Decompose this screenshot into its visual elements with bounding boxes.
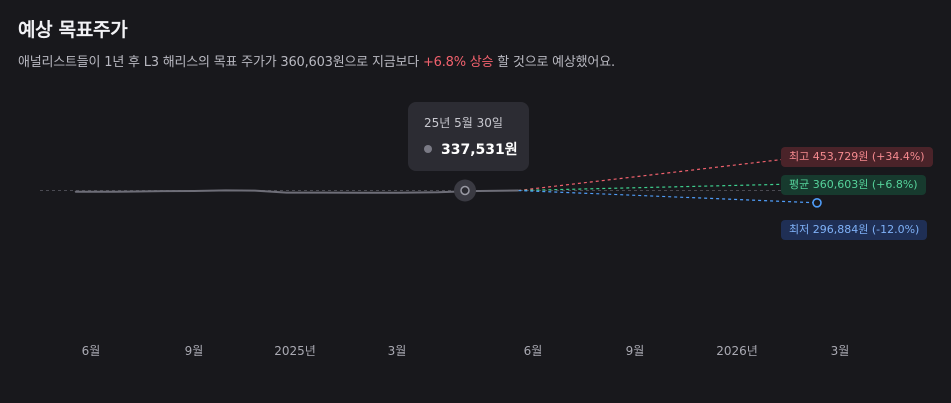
price-point [162, 190, 164, 192]
page-title: 예상 목표주가 [18, 19, 128, 41]
x-tick-label: 9월 [184, 344, 204, 358]
x-tick-label: 2026년 [716, 344, 758, 358]
target-low-tag: 최저 296,884원 (-12.0%) [781, 220, 928, 240]
price-tooltip: 25년 5월 30일 337,531원 [408, 102, 529, 171]
x-tick-label: 3월 [387, 344, 407, 358]
price-point [322, 192, 324, 194]
target-avg-tag: 평균 360,603원 (+6.8%) [781, 175, 926, 195]
target-high-tag: 최고 453,729원 (+34.4%) [781, 147, 933, 167]
x-tick-label: 6월 [523, 344, 543, 358]
x-tick-label: 3월 [830, 344, 850, 358]
current-point[interactable] [460, 185, 470, 196]
price-point [397, 192, 399, 194]
page-subtitle: 애널리스트들이 1년 후 L3 해리스의 목표 주가가 360,603원으로 지… [18, 51, 615, 70]
tooltip-value-row: 337,531원 [424, 139, 529, 159]
price-point [113, 191, 115, 193]
price-point [193, 190, 195, 192]
price-point [517, 190, 519, 191]
price-point [254, 190, 256, 192]
price-history-line [75, 189, 519, 194]
price-point [285, 192, 287, 194]
forecast-line-high [518, 154, 818, 192]
price-point [136, 191, 138, 192]
x-tick-label: 6월 [81, 344, 101, 358]
price-point [360, 192, 361, 194]
tooltip-date: 25년 5월 30일 [424, 116, 503, 130]
price-point [437, 191, 439, 193]
forecast-line-low [518, 189, 818, 204]
forecast-line-avg [518, 182, 818, 192]
price-point [94, 191, 96, 193]
forecast-point-low[interactable] [812, 198, 822, 208]
subtitle-post: 할 것으로 예상했어요. [493, 55, 615, 70]
price-point [225, 189, 227, 191]
forecast-lines [518, 154, 818, 204]
price-point [74, 191, 76, 193]
x-tick-label: 2025년 [274, 344, 316, 358]
tooltip-dot-icon [424, 145, 432, 153]
subtitle-pre: 애널리스트들이 1년 후 L3 해리스의 목표 주가가 360,603원으로 지… [18, 55, 423, 70]
tooltip-value: 337,531원 [441, 142, 518, 158]
subtitle-highlight: +6.8% 상승 [422, 55, 494, 70]
x-tick-label: 9월 [625, 344, 645, 358]
